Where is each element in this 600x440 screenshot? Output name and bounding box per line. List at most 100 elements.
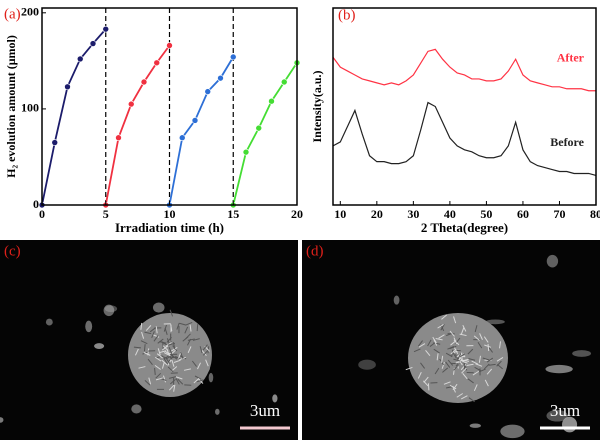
data-point (89, 40, 97, 47)
data-point (268, 97, 275, 105)
scale-label: 3um (250, 401, 280, 420)
petal (458, 356, 461, 364)
petal (187, 346, 192, 354)
data-point (153, 59, 161, 67)
debris (358, 359, 376, 370)
petal (165, 357, 171, 365)
petal (445, 361, 451, 368)
debris (152, 302, 165, 313)
petal (152, 334, 160, 338)
petal (460, 395, 468, 400)
petal (417, 371, 422, 379)
petal (455, 359, 463, 364)
petal (153, 335, 159, 342)
petal (138, 366, 146, 369)
data-point (242, 148, 250, 156)
petal (163, 352, 171, 357)
debris (131, 404, 142, 414)
petal (461, 367, 467, 374)
y-axis-label: H₂ evolution amount (μmol) (4, 35, 18, 178)
petal (473, 384, 478, 392)
petal (147, 358, 153, 365)
petal (449, 330, 455, 337)
petal (433, 348, 440, 354)
petal (170, 347, 178, 352)
debris (208, 372, 214, 383)
petal (442, 367, 449, 373)
data-point (115, 134, 122, 142)
debris (572, 350, 592, 357)
petal (482, 357, 490, 361)
petal (201, 350, 207, 357)
data-point (191, 117, 199, 124)
petal (163, 357, 169, 365)
x-tick-label: 30 (407, 207, 419, 221)
petal (162, 345, 169, 351)
petal (149, 327, 157, 333)
petal (459, 333, 467, 337)
petal (192, 338, 200, 341)
petal (427, 339, 432, 347)
petal (155, 326, 158, 334)
petal (183, 368, 192, 371)
x-tick-label: 50 (480, 207, 492, 221)
petal (141, 331, 145, 339)
x-tick-label: 20 (291, 207, 303, 221)
petal (462, 324, 467, 332)
y-axis-label: Intensity(a.u.) (310, 70, 324, 142)
petal (161, 359, 168, 366)
petal (467, 378, 474, 384)
data-point (166, 42, 173, 49)
petal (478, 368, 486, 373)
petal (456, 393, 463, 398)
y-tick-label: 100 (21, 101, 39, 115)
data-point (217, 74, 224, 82)
debris (469, 423, 481, 428)
petal (435, 337, 443, 341)
petal (460, 327, 465, 335)
petal (169, 378, 176, 385)
petal (154, 364, 161, 370)
petal (434, 367, 440, 375)
petal (433, 338, 438, 346)
data-point (178, 134, 186, 142)
petal (168, 355, 174, 363)
petal (483, 363, 490, 370)
petal (418, 343, 426, 348)
x-tick-label: 0 (39, 207, 45, 221)
petal (133, 346, 141, 349)
x-tick-label: 80 (590, 207, 600, 221)
petal (175, 378, 180, 385)
x-tick-label: 20 (371, 207, 383, 221)
petal (441, 355, 444, 363)
petal (496, 360, 502, 367)
petal (452, 383, 458, 391)
debris (0, 417, 4, 423)
petal (466, 363, 474, 366)
petal (187, 338, 195, 341)
petal (185, 321, 193, 326)
petal (474, 325, 478, 333)
petal (161, 361, 165, 369)
x-tick-label: 70 (553, 207, 565, 221)
petal (437, 324, 444, 329)
petal (453, 316, 457, 324)
petal (171, 354, 178, 360)
panel-label: (d) (306, 243, 324, 259)
petal (486, 357, 494, 363)
data-point (229, 53, 237, 61)
series-label: Before (550, 135, 584, 149)
petal (171, 366, 178, 372)
petal (165, 341, 172, 347)
petal (467, 348, 474, 355)
petal (197, 362, 201, 370)
petal (478, 355, 482, 363)
debris (545, 364, 573, 374)
petal (175, 376, 183, 380)
x-tick-label: 15 (227, 207, 239, 221)
petal (143, 344, 146, 352)
petal (453, 358, 461, 362)
petal (140, 322, 143, 330)
petal (168, 342, 176, 346)
debris (215, 408, 220, 415)
